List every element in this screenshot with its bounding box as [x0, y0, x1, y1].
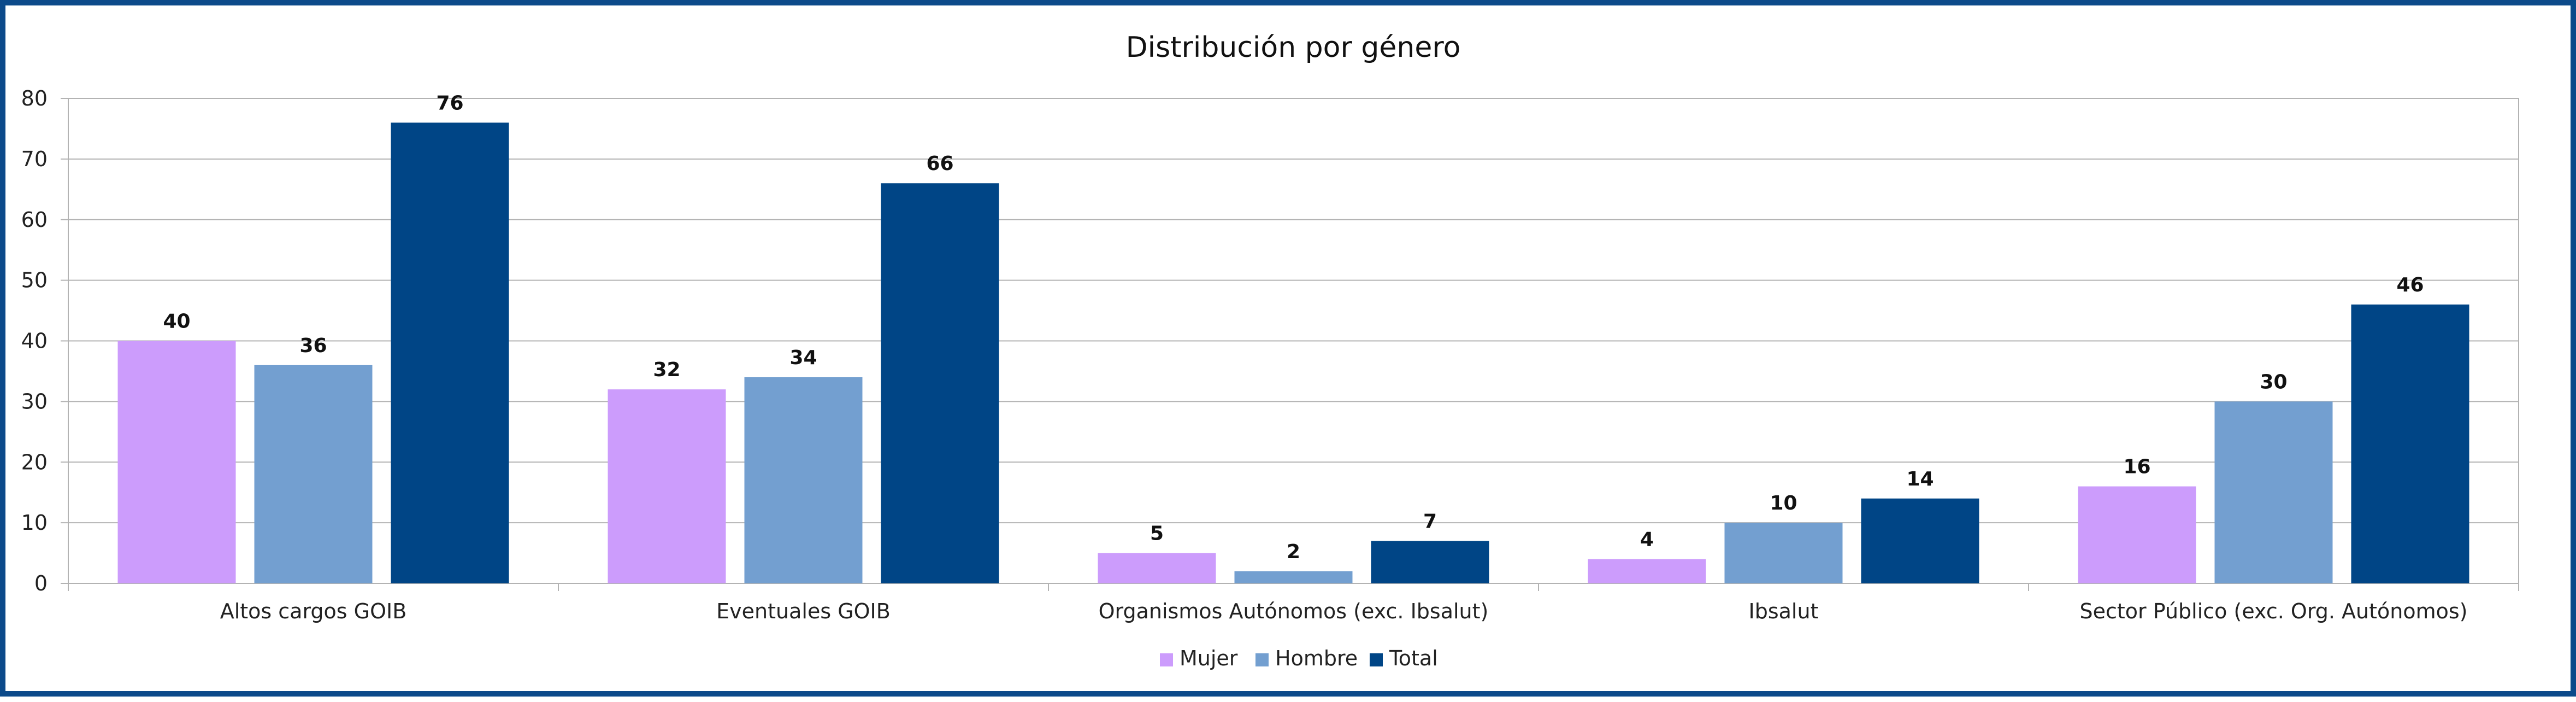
legend-swatch-total — [1370, 653, 1383, 666]
x-category-label: Altos cargos GOIB — [220, 599, 407, 623]
data-label: 46 — [2396, 274, 2424, 296]
bar-total — [1371, 541, 1489, 583]
bar-hombre — [2214, 401, 2333, 583]
data-label: 76 — [436, 92, 463, 114]
bar-total — [391, 122, 509, 584]
data-label: 30 — [2260, 371, 2287, 393]
y-tick-label: 20 — [21, 450, 48, 474]
data-label: 34 — [789, 347, 817, 369]
bar-mujer — [2078, 486, 2196, 583]
legend-swatch-hombre — [1255, 653, 1269, 666]
bar-mujer — [1098, 553, 1216, 583]
data-label: 7 — [1423, 510, 1437, 533]
x-category-label: Organismos Autónomos (exc. Ibsalut) — [1099, 599, 1489, 623]
bar-mujer — [117, 341, 236, 583]
data-label: 14 — [1906, 468, 1934, 490]
axes: 0 10 20 30 40 50 60 70 80 Altos cargos GOIB Eventu… — [21, 86, 2519, 623]
legend-swatch-mujer — [1160, 653, 1173, 666]
data-label: 2 — [1287, 541, 1300, 563]
y-tick-label: 10 — [21, 511, 48, 535]
x-category-label: Sector Público (exc. Org. Autónomos) — [2079, 599, 2467, 623]
x-category-label: Eventuales GOIB — [716, 599, 891, 623]
data-labels: 40 36 76 32 34 66 5 2 7 4 10 14 16 30 46 — [163, 92, 2424, 563]
bar-total — [2351, 304, 2469, 583]
y-tick-label: 40 — [21, 329, 48, 353]
data-label: 36 — [299, 335, 327, 357]
data-label: 32 — [653, 359, 680, 381]
bar-total — [1861, 498, 1979, 583]
bar-hombre — [1724, 523, 1843, 583]
legend-label-mujer: Mujer — [1180, 646, 1238, 670]
bar-hombre — [254, 365, 373, 583]
chart-title: Distribución por género — [1126, 31, 1461, 64]
data-label: 10 — [1770, 492, 1797, 514]
data-label: 16 — [2123, 456, 2150, 478]
bar-mujer — [1588, 559, 1706, 583]
bars — [117, 122, 2469, 584]
y-tick-label: 50 — [21, 268, 48, 292]
data-label: 66 — [926, 153, 953, 175]
bar-mujer — [608, 389, 726, 583]
y-tick-label: 80 — [21, 86, 48, 110]
legend-label-hombre: Hombre — [1275, 646, 1358, 670]
bar-hombre — [744, 377, 863, 583]
legend: Mujer Hombre Total — [1160, 646, 1438, 670]
y-tick-label: 70 — [21, 147, 48, 171]
y-tick-label: 60 — [21, 208, 48, 232]
bar-total — [881, 183, 999, 584]
y-tick-label: 0 — [34, 571, 48, 595]
bar-chart: Distribución por género 0 10 20 30 40 50 60 70 8… — [21, 31, 2519, 670]
legend-label-total: Total — [1389, 646, 1438, 670]
bar-hombre — [1234, 571, 1353, 583]
data-label: 4 — [1640, 529, 1654, 551]
y-tick-label: 30 — [21, 389, 48, 413]
data-label: 40 — [163, 311, 190, 333]
x-category-label: Ibsalut — [1749, 599, 1819, 623]
data-label: 5 — [1150, 523, 1164, 545]
